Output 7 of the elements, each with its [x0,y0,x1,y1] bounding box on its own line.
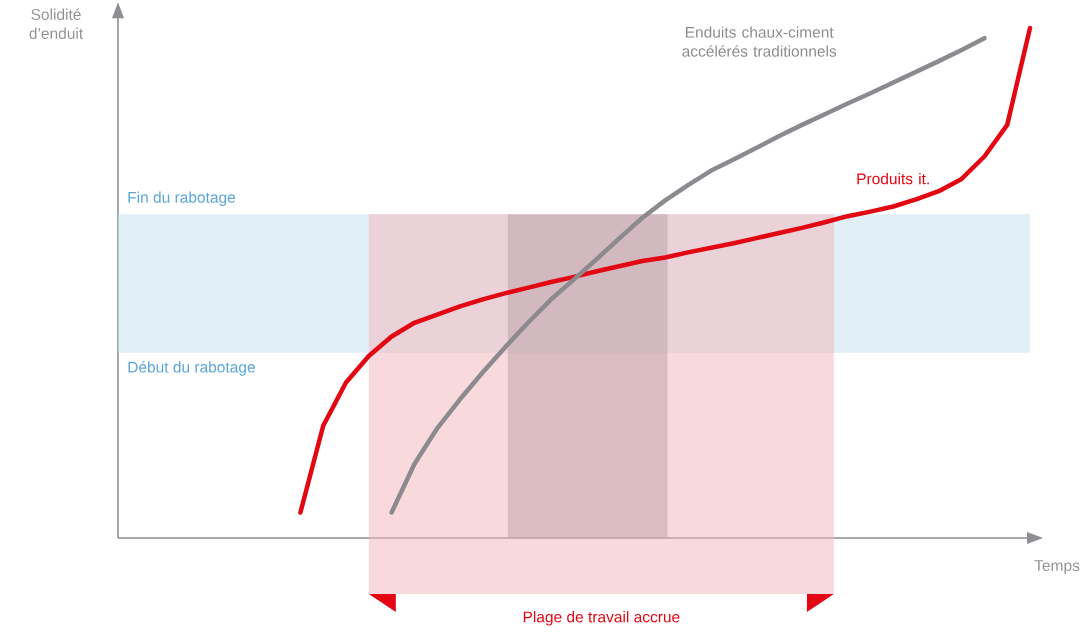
text: Plage de travail accrue [523,611,680,626]
annotation: Fin du rabotage [128,191,236,206]
annotation: Début du rabotage [128,361,255,376]
series-label: Produits it. [857,172,929,185]
x-axis-title: Temps [1034,560,1080,575]
y-axis-title: Solidité d’enduit [29,8,84,39]
text: Enduits chaux-ciment accélérés traditionnels [682,26,837,57]
